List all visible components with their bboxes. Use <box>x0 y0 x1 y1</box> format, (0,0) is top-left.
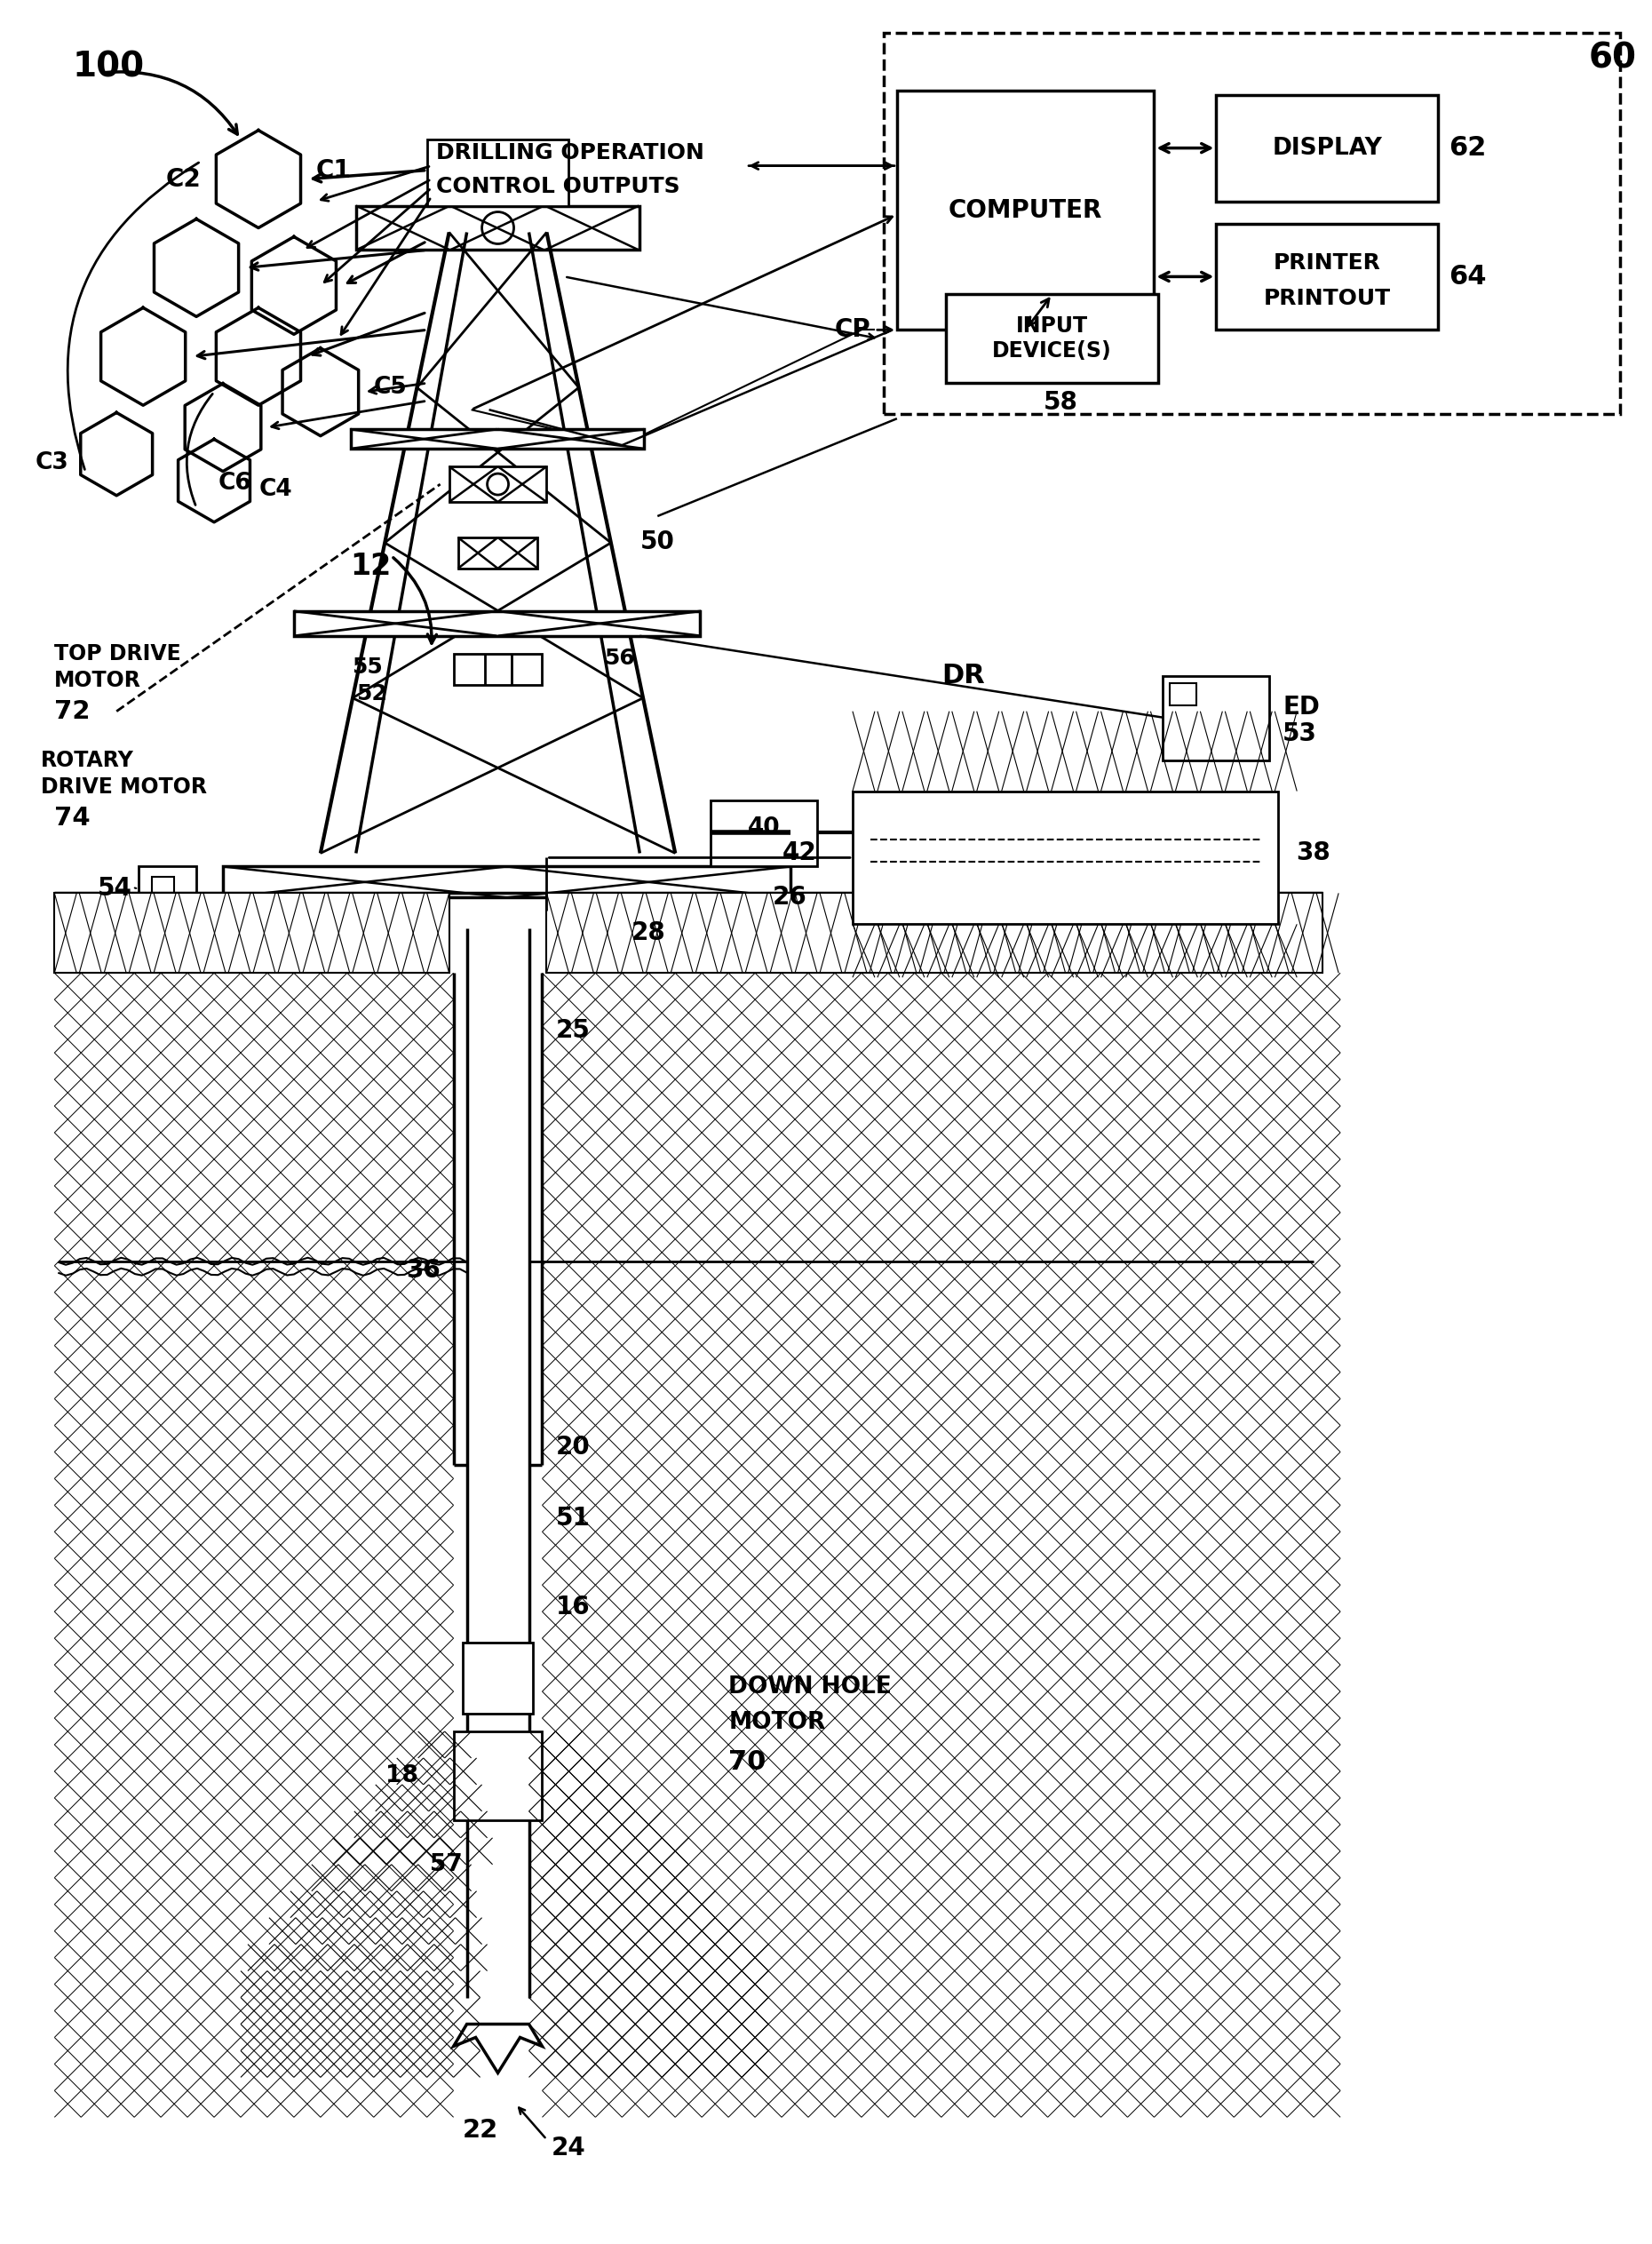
Text: PRINTER: PRINTER <box>1274 254 1381 274</box>
Text: 100: 100 <box>73 49 144 85</box>
Bar <box>454 653 542 684</box>
Text: 56: 56 <box>605 649 634 669</box>
Bar <box>139 866 197 911</box>
Text: 25: 25 <box>555 1019 590 1043</box>
Bar <box>884 34 1619 415</box>
Text: C3: C3 <box>35 451 69 473</box>
Text: TOP DRIVE: TOP DRIVE <box>55 644 182 664</box>
Text: DOWN HOLE: DOWN HOLE <box>729 1676 892 1699</box>
Bar <box>463 1643 534 1714</box>
Text: C5: C5 <box>373 377 408 399</box>
Bar <box>350 429 644 449</box>
Text: C4: C4 <box>259 478 292 500</box>
Text: 54: 54 <box>97 875 132 902</box>
Text: PRINTOUT: PRINTOUT <box>1264 287 1391 310</box>
Bar <box>426 139 568 206</box>
Text: C2: C2 <box>165 166 202 191</box>
Text: 40: 40 <box>748 817 780 839</box>
Bar <box>945 294 1158 384</box>
Text: COMPUTER: COMPUTER <box>948 197 1102 222</box>
Text: 74: 74 <box>55 806 91 830</box>
Text: 57: 57 <box>430 1854 463 1876</box>
Text: MOTOR: MOTOR <box>55 669 142 691</box>
Text: 51: 51 <box>555 1506 590 1530</box>
Text: 12: 12 <box>350 552 392 581</box>
Text: 36: 36 <box>406 1257 439 1284</box>
Bar <box>458 539 539 568</box>
Bar <box>454 1732 542 1820</box>
Text: 18: 18 <box>385 1764 418 1786</box>
Text: 53: 53 <box>1282 720 1317 745</box>
Bar <box>449 467 547 503</box>
Bar <box>294 610 700 635</box>
Text: 52: 52 <box>357 682 387 705</box>
Bar <box>1216 94 1437 202</box>
Text: 72: 72 <box>55 698 91 725</box>
Text: 24: 24 <box>552 2136 585 2161</box>
Text: 22: 22 <box>463 2118 497 2143</box>
Text: 70: 70 <box>729 1750 767 1775</box>
Text: DRIVE MOTOR: DRIVE MOTOR <box>41 776 206 797</box>
Text: 58: 58 <box>1044 390 1079 415</box>
Text: 62: 62 <box>1449 135 1487 162</box>
Bar <box>1163 675 1269 761</box>
Text: 16: 16 <box>555 1595 590 1620</box>
Bar <box>355 206 639 249</box>
Text: INPUT
DEVICE(S): INPUT DEVICE(S) <box>993 316 1112 361</box>
Text: 38: 38 <box>1297 842 1330 866</box>
Text: 50: 50 <box>641 530 674 554</box>
Bar <box>897 90 1155 330</box>
Bar <box>547 893 1323 974</box>
Bar <box>710 801 818 866</box>
Text: ROTARY: ROTARY <box>41 749 134 770</box>
Text: 42: 42 <box>781 842 816 866</box>
Text: 64: 64 <box>1449 265 1487 289</box>
Text: C1: C1 <box>316 157 352 182</box>
Bar <box>55 893 449 974</box>
Text: C6: C6 <box>218 471 253 496</box>
Text: 26: 26 <box>773 884 808 911</box>
Text: ED: ED <box>1282 693 1320 720</box>
Text: 20: 20 <box>555 1436 590 1461</box>
Text: CP: CP <box>834 316 871 343</box>
Text: MOTOR: MOTOR <box>729 1710 826 1735</box>
Bar <box>223 866 791 898</box>
Bar <box>152 877 173 900</box>
Text: DR: DR <box>942 662 985 689</box>
Text: 28: 28 <box>631 920 666 945</box>
Bar <box>852 792 1279 925</box>
Text: 60: 60 <box>1589 43 1637 76</box>
Text: 55: 55 <box>352 655 383 678</box>
Text: DISPLAY: DISPLAY <box>1272 137 1383 159</box>
Text: DRILLING OPERATION: DRILLING OPERATION <box>436 141 704 164</box>
Bar <box>1216 224 1437 330</box>
Bar <box>1170 682 1196 705</box>
Text: CONTROL OUTPUTS: CONTROL OUTPUTS <box>436 175 679 197</box>
